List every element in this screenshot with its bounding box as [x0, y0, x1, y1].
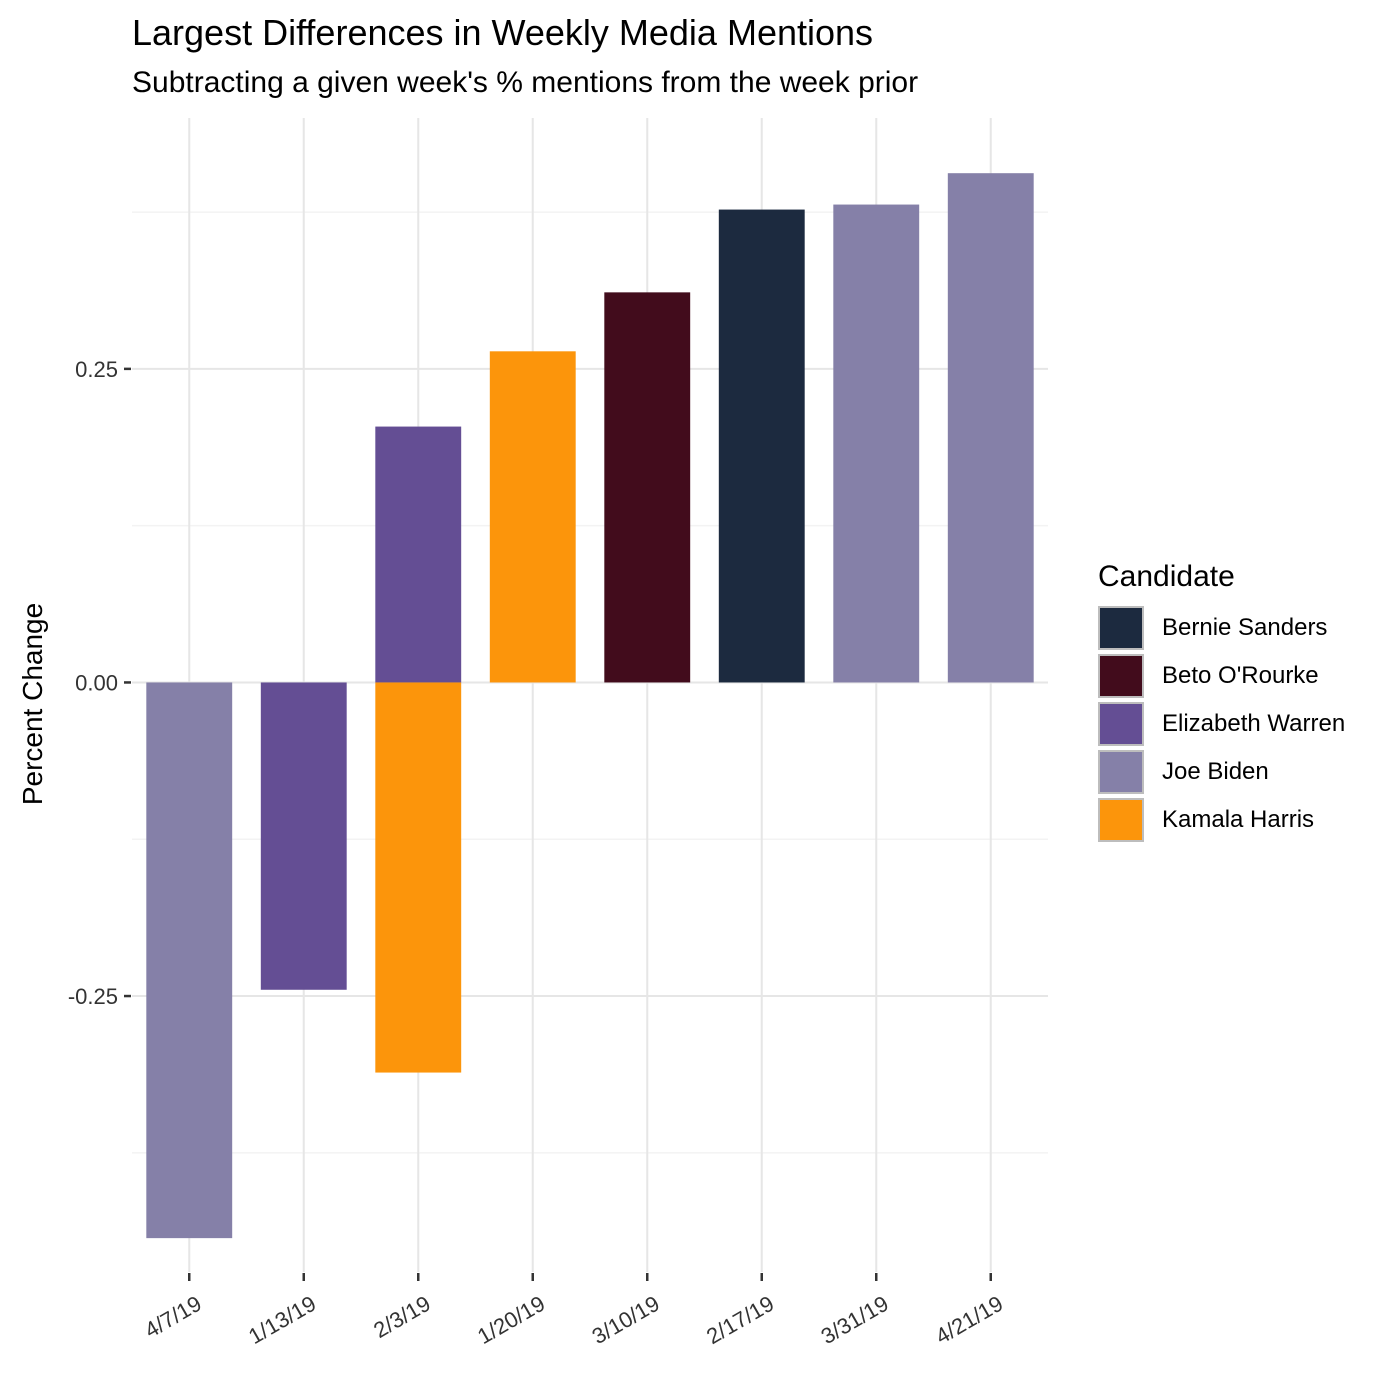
legend-label: Joe Biden — [1162, 758, 1269, 785]
legend-key — [1098, 606, 1144, 650]
bar — [489, 351, 576, 683]
legend-items: Bernie Sanders Beto O'Rourke Elizabeth War… — [1098, 604, 1345, 844]
bar — [604, 292, 691, 683]
legend-label: Kamala Harris — [1162, 806, 1315, 833]
x-tick-label: 2/3/19 — [369, 1291, 434, 1343]
bars — [146, 173, 1034, 1239]
x-tick-label: 3/31/19 — [817, 1291, 893, 1349]
legend-key — [1098, 702, 1144, 746]
chart-title: Largest Differences in Weekly Media Ment… — [132, 12, 874, 53]
legend-title: Candidate — [1098, 560, 1235, 593]
x-tick-label: 1/13/19 — [244, 1291, 320, 1349]
legend-item: Bernie Sanders — [1098, 604, 1345, 652]
x-tick-label: 4/21/19 — [931, 1291, 1007, 1349]
bar — [260, 682, 347, 990]
bar — [833, 204, 920, 683]
chart-subtitle: Subtracting a given week's % mentions fr… — [132, 66, 919, 99]
x-tick-label: 4/7/19 — [140, 1291, 205, 1343]
legend-item: Kamala Harris — [1098, 796, 1345, 844]
legend-label: Beto O'Rourke — [1162, 662, 1319, 689]
legend-item: Elizabeth Warren — [1098, 700, 1345, 748]
legend-label: Bernie Sanders — [1162, 614, 1328, 641]
legend-key — [1098, 750, 1144, 794]
bar — [947, 173, 1034, 683]
bar — [718, 209, 805, 683]
bar — [146, 682, 233, 1239]
x-tick-label: 3/10/19 — [588, 1291, 664, 1349]
legend-label: Elizabeth Warren — [1162, 710, 1346, 737]
y-tick-label: 0.00 — [75, 670, 118, 695]
bar — [375, 682, 462, 1073]
bar — [375, 426, 462, 683]
x-tick-label: 2/17/19 — [702, 1291, 778, 1349]
y-tick-label: 0.25 — [75, 357, 118, 382]
legend-item: Beto O'Rourke — [1098, 652, 1345, 700]
legend: Candidate Bernie Sanders Beto O'Rourke Eli… — [1098, 560, 1345, 844]
legend-item: Joe Biden — [1098, 748, 1345, 796]
legend-key — [1098, 654, 1144, 698]
y-axis-label: Percent Change — [17, 603, 48, 805]
x-tick-label: 1/20/19 — [473, 1291, 549, 1349]
y-tick-label: -0.25 — [68, 984, 118, 1009]
legend-key — [1098, 798, 1144, 842]
